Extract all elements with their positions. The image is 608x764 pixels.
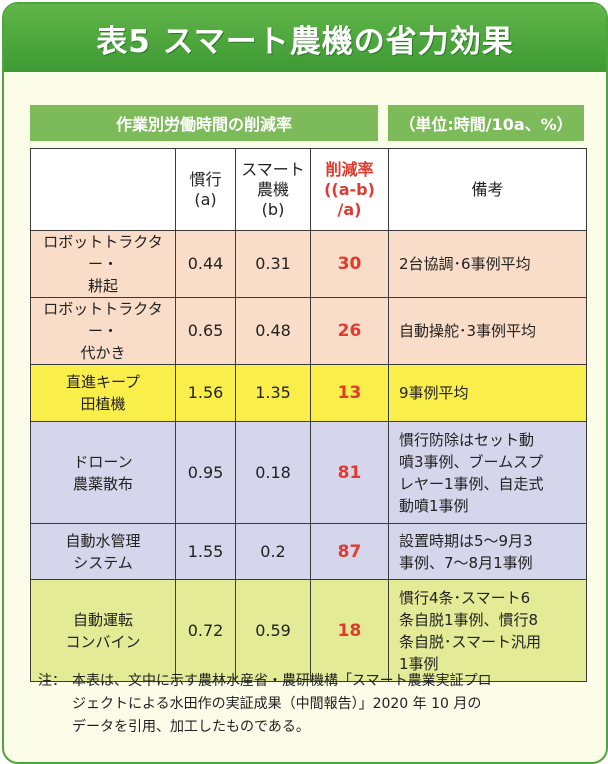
remarks-line: 条自脱･スマート汎用 xyxy=(399,632,542,651)
cell-remarks: 自動操舵･3事例平均 xyxy=(388,297,587,365)
header-reduction-line1: 削減率 xyxy=(325,159,374,179)
unit-caption: （単位:時間/10a、%） xyxy=(388,105,584,141)
header-conventional: 慣行 (a) xyxy=(175,148,236,231)
row-name-line: ロボットトラクター・ xyxy=(43,300,163,340)
header-reduction: 削減率 ((a-b) /a) xyxy=(310,148,389,231)
cell-conventional: 0.65 xyxy=(175,297,236,365)
cell-reduction-rate: 30 xyxy=(310,230,389,298)
remarks-line: 1事例 xyxy=(399,654,439,673)
cell-smart: 1.35 xyxy=(235,364,311,422)
header-smart: スマート 農機 (b) xyxy=(235,148,311,231)
row-name: ロボットトラクター・ 耕起 xyxy=(30,230,176,298)
footnote-text: 本表は、文中に示す農林水産省・農研機構「スマート農業実証プロ ジェクトによる水田… xyxy=(72,670,572,739)
labor-reduction-table: 慣行 (a) スマート 農機 (b) 削減率 ((a-b) /a) 備考 xyxy=(30,148,587,682)
row-name-line: システム xyxy=(73,553,133,572)
footnote-line: データを引用、加工したものである。 xyxy=(72,719,310,735)
cell-reduction-rate: 87 xyxy=(310,523,389,580)
row-name: 直進キープ 田植機 xyxy=(30,364,176,422)
row-name-line: 自動水管理 xyxy=(65,531,141,550)
remarks-line: 事例、7～8月1事例 xyxy=(399,553,533,572)
table-row: ロボットトラクター・ 耕起 0.44 0.31 30 2台協調･6事例平均 xyxy=(30,230,587,298)
cell-remarks: 2台協調･6事例平均 xyxy=(388,230,587,298)
remarks-line: 設置時期は5～9月3 xyxy=(399,531,533,550)
header-reduction-line3: /a) xyxy=(337,199,362,219)
row-name: 自動水管理 システム xyxy=(30,523,176,580)
row-name: ロボットトラクター・ 代かき xyxy=(30,297,176,365)
cell-reduction-rate: 26 xyxy=(310,297,389,365)
cell-conventional: 0.95 xyxy=(175,421,236,524)
cell-remarks: 慣行防除はセット動 噴3事例、ブームスプ レヤー1事例、自走式 動噴1事例 xyxy=(388,421,587,524)
remarks-line: 9事例平均 xyxy=(399,384,469,402)
cell-remarks: 設置時期は5～9月3 事例、7～8月1事例 xyxy=(388,523,587,580)
table-row: 直進キープ 田植機 1.56 1.35 13 9事例平均 xyxy=(30,364,587,422)
remarks-line: 条自脱1事例、慣行8 xyxy=(399,610,539,629)
cell-conventional: 0.44 xyxy=(175,230,236,298)
row-name-line: コンバイン xyxy=(65,632,141,651)
cell-conventional: 1.55 xyxy=(175,523,236,580)
header-reduction-line2: ((a-b) xyxy=(324,179,375,199)
remarks-line: 自動操舵･3事例平均 xyxy=(399,322,537,340)
remarks-line: レヤー1事例、自走式 xyxy=(399,474,544,493)
cell-remarks: 9事例平均 xyxy=(388,364,587,422)
row-name-line: 耕起 xyxy=(87,277,118,295)
row-name: 自動運転 コンバイン xyxy=(30,579,176,682)
table-row: 自動水管理 システム 1.55 0.2 87 設置時期は5～9月3 事例、7～8… xyxy=(30,523,587,580)
table-caption: 作業別労働時間の削減率 xyxy=(30,105,378,141)
header-smart-line3: (b) xyxy=(261,199,285,219)
cell-reduction-rate: 13 xyxy=(310,364,389,422)
row-name-line: 自動運転 xyxy=(72,610,133,629)
table-row: 自動運転 コンバイン 0.72 0.59 18 慣行4条･スマート6 条自脱1事… xyxy=(30,579,587,682)
header-blank xyxy=(30,148,176,231)
row-name-line: 田植機 xyxy=(80,395,126,413)
remarks-line: 慣行4条･スマート6 xyxy=(399,588,531,607)
cell-reduction-rate: 18 xyxy=(310,579,389,682)
footnote-line: 本表は、文中に示す農林水産省・農研機構「スマート農業実証プロ xyxy=(72,673,492,689)
page-title: 表5 スマート農機の省力効果 xyxy=(96,23,514,60)
header-smart-line1: スマート xyxy=(241,159,305,179)
footnote-label: 注： xyxy=(38,673,66,689)
cell-smart: 0.18 xyxy=(235,421,311,524)
header-conventional-line1: 慣行 xyxy=(189,169,222,189)
row-name-line: 直進キープ xyxy=(65,373,141,391)
row-name: ドローン 農薬散布 xyxy=(30,421,176,524)
cell-smart: 0.48 xyxy=(235,297,311,365)
row-name-line: ロボットトラクター・ xyxy=(43,233,163,273)
cell-smart: 0.59 xyxy=(235,579,311,682)
remarks-line: 2台協調･6事例平均 xyxy=(399,255,531,273)
remarks-line: 慣行防除はセット動 xyxy=(399,430,535,449)
cell-reduction-rate: 81 xyxy=(310,421,389,524)
cell-conventional: 0.72 xyxy=(175,579,236,682)
cell-remarks: 慣行4条･スマート6 条自脱1事例、慣行8 条自脱･スマート汎用 1事例 xyxy=(388,579,587,682)
header-remarks: 備考 xyxy=(388,148,587,231)
footnote-line: ジェクトによる水田作の実証成果（中間報告）」2020 年 10 月の xyxy=(72,696,482,712)
row-name-line: ドローン xyxy=(73,452,133,471)
table-row: ドローン 農薬散布 0.95 0.18 81 慣行防除はセット動 噴3事例、ブー… xyxy=(30,421,587,524)
cell-smart: 0.31 xyxy=(235,230,311,298)
row-name-line: 農薬散布 xyxy=(72,474,133,493)
header-conventional-line2: (a) xyxy=(194,189,217,209)
table-header-row: 慣行 (a) スマート 農機 (b) 削減率 ((a-b) /a) 備考 xyxy=(30,148,587,231)
table-row: ロボットトラクター・ 代かき 0.65 0.48 26 自動操舵･3事例平均 xyxy=(30,297,587,365)
cell-smart: 0.2 xyxy=(235,523,311,580)
header-smart-line2: 農機 xyxy=(256,179,289,199)
cell-conventional: 1.56 xyxy=(175,364,236,422)
remarks-line: 噴3事例、ブームスプ xyxy=(399,452,544,471)
row-name-line: 代かき xyxy=(80,344,126,362)
remarks-line: 動噴1事例 xyxy=(399,496,469,515)
title-bar: 表5 スマート農機の省力効果 xyxy=(4,4,606,72)
